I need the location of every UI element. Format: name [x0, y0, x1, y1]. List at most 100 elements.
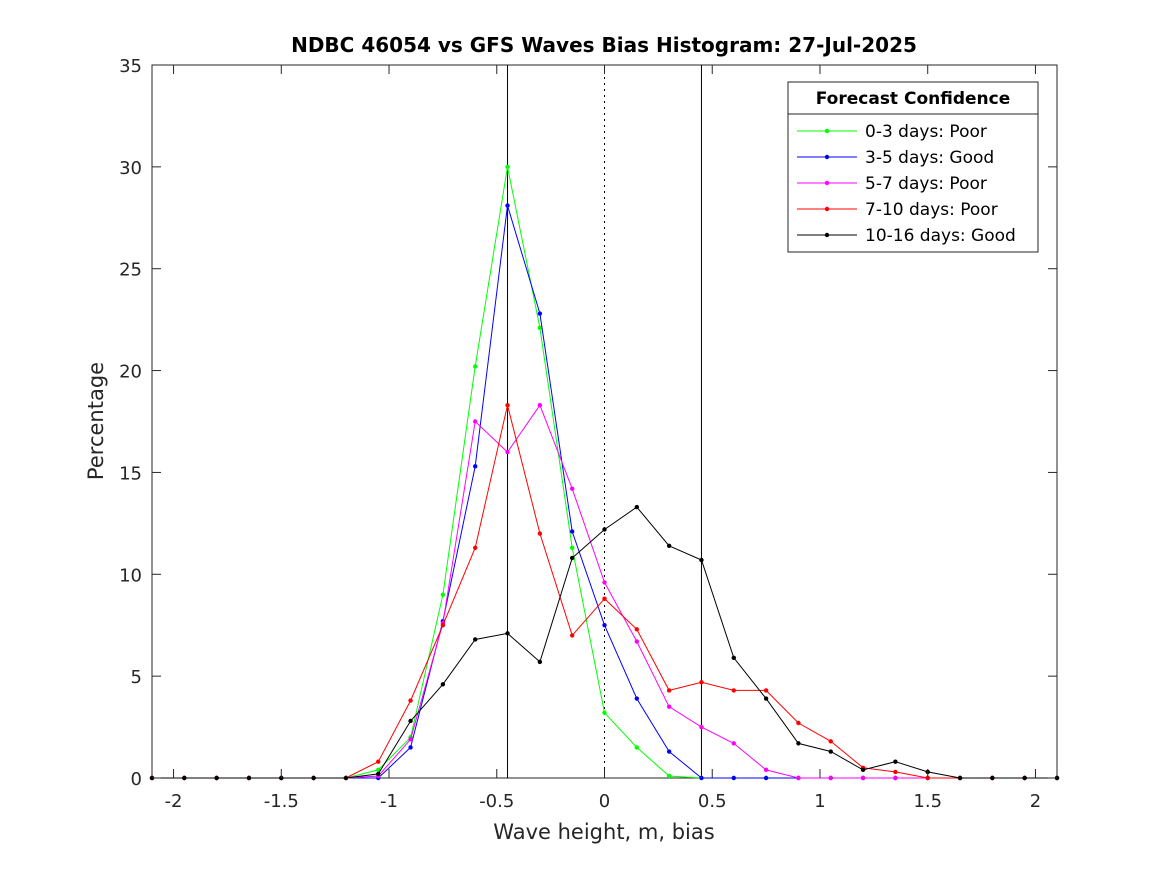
y-axis-title: Percentage: [84, 362, 108, 480]
data-point: [408, 698, 413, 703]
data-point: [1022, 775, 1027, 781]
data-point: [182, 775, 187, 781]
data-point: [569, 529, 575, 534]
data-point: [408, 718, 413, 724]
legend-entry: 3-5 days: Good: [797, 148, 994, 168]
chart-title: NDBC 46054 vs GFS Waves Bias Histogram: …: [291, 33, 917, 57]
data-point: [731, 688, 736, 693]
data-point: [537, 659, 543, 665]
data-point: [828, 775, 833, 781]
reference-lines: [507, 65, 702, 778]
data-point: [569, 545, 575, 551]
legend-label: 10-16 days: Good: [865, 226, 1016, 246]
legend-swatch-marker: [824, 232, 830, 238]
x-tick-label: 0.5: [698, 791, 727, 812]
data-point: [666, 688, 672, 693]
x-tick-label: 2: [1030, 791, 1041, 812]
data-point: [893, 775, 898, 781]
legend-label: 0-3 days: Poor: [865, 122, 987, 142]
data-point: [828, 749, 833, 754]
data-point: [763, 688, 769, 693]
data-point: [699, 724, 704, 730]
data-point: [376, 767, 381, 773]
data-point: [214, 775, 219, 781]
data-point: [246, 775, 252, 781]
data-point: [473, 545, 478, 551]
x-axis-title: Wave height, m, bias: [493, 820, 714, 844]
data-point: [763, 696, 769, 701]
data-point: [731, 741, 736, 746]
legend-label: 5-7 days: Poor: [865, 174, 987, 194]
data-point: [666, 543, 672, 548]
y-tick-label: 15: [119, 463, 142, 484]
data-point: [376, 771, 381, 777]
legend-entries: 0-3 days: Poor 3-5 days: Good 5-7 days: Po…: [797, 122, 1016, 246]
data-point: [537, 325, 543, 330]
legend-swatch-marker: [824, 180, 830, 186]
data-point: [343, 775, 349, 781]
y-tick-label: 20: [119, 362, 142, 383]
data-point: [893, 759, 898, 764]
data-point: [796, 741, 801, 746]
data-point: [602, 623, 607, 628]
data-point: [731, 775, 736, 781]
data-point: [763, 767, 769, 773]
data-point: [666, 704, 672, 709]
data-point: [699, 680, 704, 685]
x-tick-label: -1.5: [264, 791, 299, 812]
data-point: [505, 403, 510, 408]
data-point: [311, 775, 316, 781]
data-point: [537, 403, 543, 408]
data-point: [763, 775, 769, 781]
legend: Forecast Confidence 0-3 days: Poor 3-5 da…: [787, 81, 1039, 253]
y-tick-label: 30: [119, 158, 142, 179]
data-point: [957, 775, 963, 781]
data-point: [666, 749, 672, 754]
data-point: [602, 596, 607, 601]
x-axis-ticks: -2 -1.5 -1 -0.5 0 0.5 1 1.5 2: [165, 65, 1041, 812]
data-point: [828, 739, 833, 744]
data-point: [860, 775, 866, 781]
legend-entry: 5-7 days: Poor: [797, 174, 987, 194]
data-point: [537, 531, 543, 536]
x-tick-label: 1.5: [913, 791, 942, 812]
data-point: [602, 710, 607, 716]
data-point: [505, 449, 510, 455]
x-tick-label: -1: [380, 791, 398, 812]
data-point: [505, 631, 510, 636]
y-tick-label: 5: [131, 667, 142, 688]
data-point: [634, 639, 640, 644]
x-tick-label: 0: [599, 791, 610, 812]
legend-swatch-marker: [824, 154, 830, 160]
data-point: [990, 775, 995, 781]
x-tick-label: 1: [814, 791, 825, 812]
legend-entry: 10-16 days: Good: [797, 226, 1016, 246]
legend-entry: 7-10 days: Poor: [797, 200, 998, 220]
data-point: [569, 633, 575, 638]
data-point: [569, 555, 575, 561]
data-point: [569, 486, 575, 491]
data-point: [440, 592, 446, 597]
data-point: [602, 527, 607, 532]
x-tick-label: -0.5: [479, 791, 514, 812]
series-layer: [149, 164, 1060, 781]
legend-title: Forecast Confidence: [816, 89, 1011, 109]
data-point: [893, 769, 898, 775]
data-point: [666, 773, 672, 779]
data-point: [860, 767, 866, 773]
legend-label: 3-5 days: Good: [865, 148, 994, 168]
data-point: [699, 557, 704, 563]
data-point: [408, 737, 413, 742]
legend-entry: 0-3 days: Poor: [797, 122, 987, 142]
data-point: [473, 464, 478, 469]
data-point: [440, 682, 446, 687]
legend-box: [787, 81, 1039, 253]
data-point: [634, 504, 640, 510]
data-point: [699, 775, 704, 781]
data-point: [408, 745, 413, 750]
x-tick-label: -2: [165, 791, 183, 812]
data-point: [376, 759, 381, 764]
legend-swatch-marker: [824, 128, 830, 134]
data-point: [634, 745, 640, 750]
